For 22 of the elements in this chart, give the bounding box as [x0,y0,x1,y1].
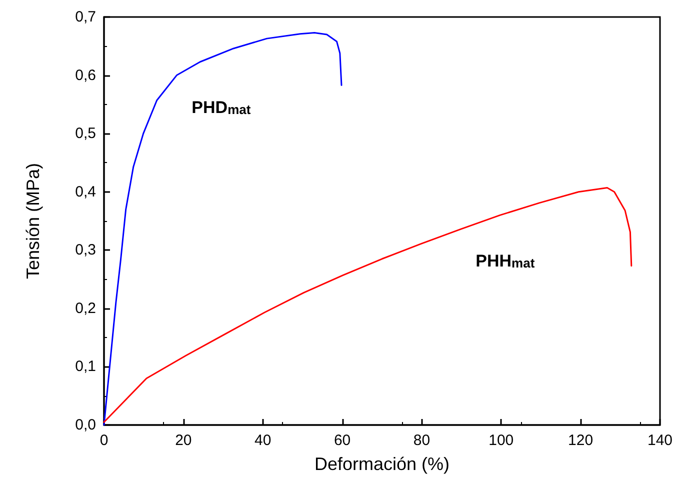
y-tick-label: 0,1 [75,358,96,376]
y-tick-label: 0,6 [75,66,96,84]
x-tick-label: 60 [334,432,351,449]
y-tick-label: 0,7 [75,8,96,26]
x-tick-label: 140 [647,432,673,449]
x-tick-label: 80 [413,432,430,449]
x-tick-label: 20 [175,432,192,449]
series-label: PHHmat [476,252,536,271]
line-series [103,32,342,426]
y-tick-label: 0,0 [75,416,96,434]
x-tick-label: 120 [568,432,594,449]
y-tick-label: 0,4 [75,183,96,200]
series-label: PHDmat [192,98,252,117]
x-tick-label: 100 [488,432,514,449]
x-tick-label: 40 [254,432,272,449]
y-tick-label: 0,2 [75,300,96,317]
y-tick-label: 0,3 [75,242,96,259]
y-tick-label: 0,5 [75,125,96,142]
line-series [103,187,632,423]
x-tick-label: 0 [100,432,108,449]
x-axis-title: Deformación (%) [314,454,450,474]
y-axis-title: Tensión (MPa) [23,162,43,280]
